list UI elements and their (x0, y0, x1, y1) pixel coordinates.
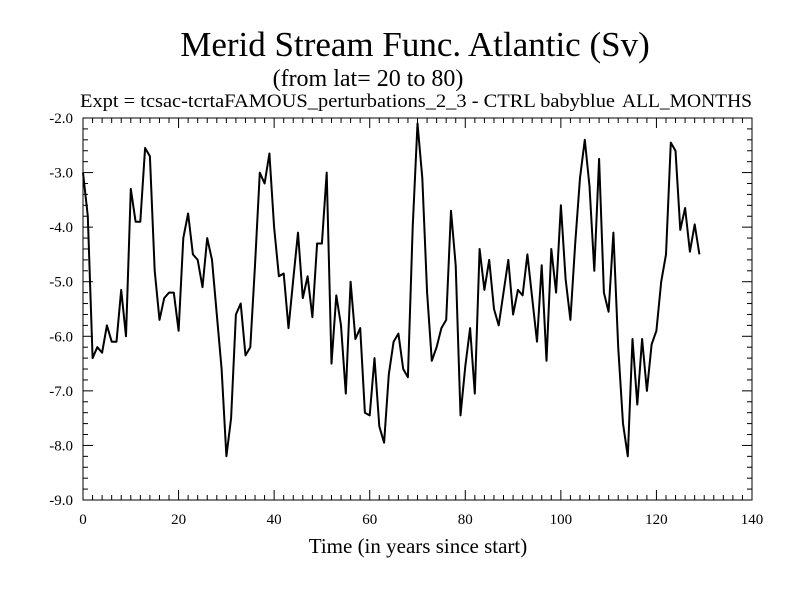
y-tick-label: -9.0 (49, 493, 73, 509)
x-tick-label: 40 (267, 512, 282, 528)
y-tick-label: -7.0 (49, 384, 73, 400)
x-tick-label: 80 (458, 512, 473, 528)
y-tick-label: -5.0 (49, 275, 73, 291)
x-axis-label: Time (in years since start) (309, 534, 528, 558)
axis-tick-labels: 0 20 40 60 80 100 120 140 -9.0 -8.0 -7.0 -6.0 -5.0 -4… (49, 111, 763, 528)
chart-subtitle: (from lat= 20 to 80) (273, 66, 464, 92)
plot-frame (82, 117, 753, 501)
y-tick-label: -6.0 (49, 329, 73, 345)
months-label: ALL_MONTHS (622, 91, 752, 112)
y-tick-label: -4.0 (49, 220, 73, 236)
y-tick-label: -2.0 (49, 111, 73, 127)
y-tick-label: -8.0 (49, 438, 73, 454)
x-tick-label: 100 (550, 512, 573, 528)
x-tick-label: 60 (362, 512, 377, 528)
x-tick-label: 140 (741, 512, 764, 528)
y-tick-label: -3.0 (49, 166, 73, 182)
x-tick-label: 0 (79, 512, 87, 528)
x-tick-label: 20 (171, 512, 186, 528)
x-tick-label: 120 (645, 512, 668, 528)
data-series-line (82, 122, 701, 458)
axis-ticks (82, 117, 753, 501)
experiment-label: Expt = tcsac-tcrtaFAMOUS_perturbations_2… (80, 91, 615, 112)
chart-title: Merid Stream Func. Atlantic (Sv) (180, 25, 650, 64)
